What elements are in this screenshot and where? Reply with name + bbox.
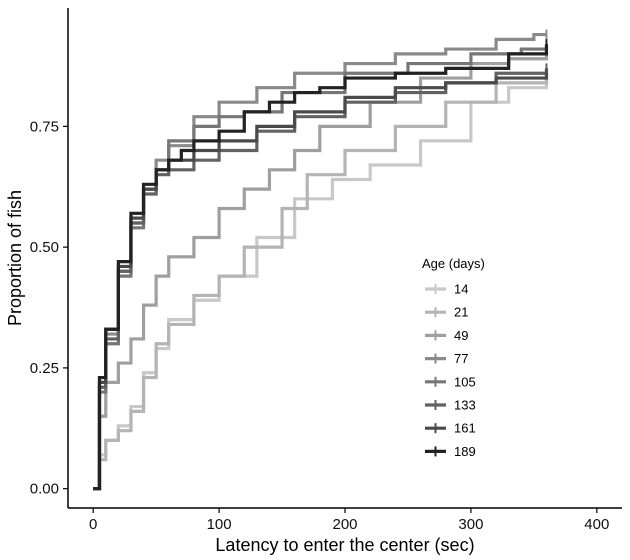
y-tick-label: 0.50 bbox=[30, 239, 59, 256]
series-lines bbox=[93, 29, 549, 491]
legend-item-133: 133 bbox=[425, 398, 476, 413]
series-line-21 bbox=[93, 73, 549, 491]
legend-label: 77 bbox=[454, 351, 468, 366]
y-tick-label: 0.75 bbox=[30, 118, 59, 135]
legend-label: 21 bbox=[454, 305, 468, 320]
y-tick-label: 0.25 bbox=[30, 360, 59, 377]
legend-item-77: 77 bbox=[425, 351, 468, 366]
y-ticks: 0.00 0.25 0.50 0.75 bbox=[30, 118, 68, 498]
x-tick-label: 400 bbox=[584, 516, 609, 533]
legend-item-14: 14 bbox=[425, 282, 468, 297]
legend-item-105: 105 bbox=[425, 374, 476, 389]
legend-item-21: 21 bbox=[425, 305, 468, 320]
legend-label: 105 bbox=[454, 374, 476, 389]
legend-label: 133 bbox=[454, 398, 476, 413]
legend-label: 161 bbox=[454, 421, 476, 436]
legend-item-49: 49 bbox=[425, 328, 468, 343]
x-tick-label: 200 bbox=[332, 516, 357, 533]
x-ticks: 0 100 200 300 400 bbox=[89, 508, 609, 533]
x-tick-label: 300 bbox=[458, 516, 483, 533]
legend-label: 49 bbox=[454, 328, 468, 343]
legend-label: 189 bbox=[454, 444, 476, 459]
legend-title: Age (days) bbox=[422, 256, 485, 271]
x-tick-label: 0 bbox=[89, 516, 97, 533]
legend-item-189: 189 bbox=[425, 444, 476, 459]
legend-item-161: 161 bbox=[425, 421, 476, 436]
legend-items: 14 21 49 77 105 133 161 189 bbox=[425, 282, 476, 459]
legend: Age (days) 14 21 49 77 105 133 161 189 bbox=[422, 256, 485, 459]
legend-label: 14 bbox=[454, 282, 468, 297]
x-axis-title: Latency to enter the center (sec) bbox=[215, 535, 474, 555]
x-tick-label: 100 bbox=[207, 516, 232, 533]
y-tick-label: 0.00 bbox=[30, 481, 59, 498]
series-line-49 bbox=[93, 53, 549, 491]
axes: 0 100 200 300 400 0.00 0.25 0.50 0.75 bbox=[30, 8, 622, 533]
y-axis-title: Proportion of fish bbox=[5, 190, 25, 326]
series-line-189 bbox=[93, 44, 549, 491]
